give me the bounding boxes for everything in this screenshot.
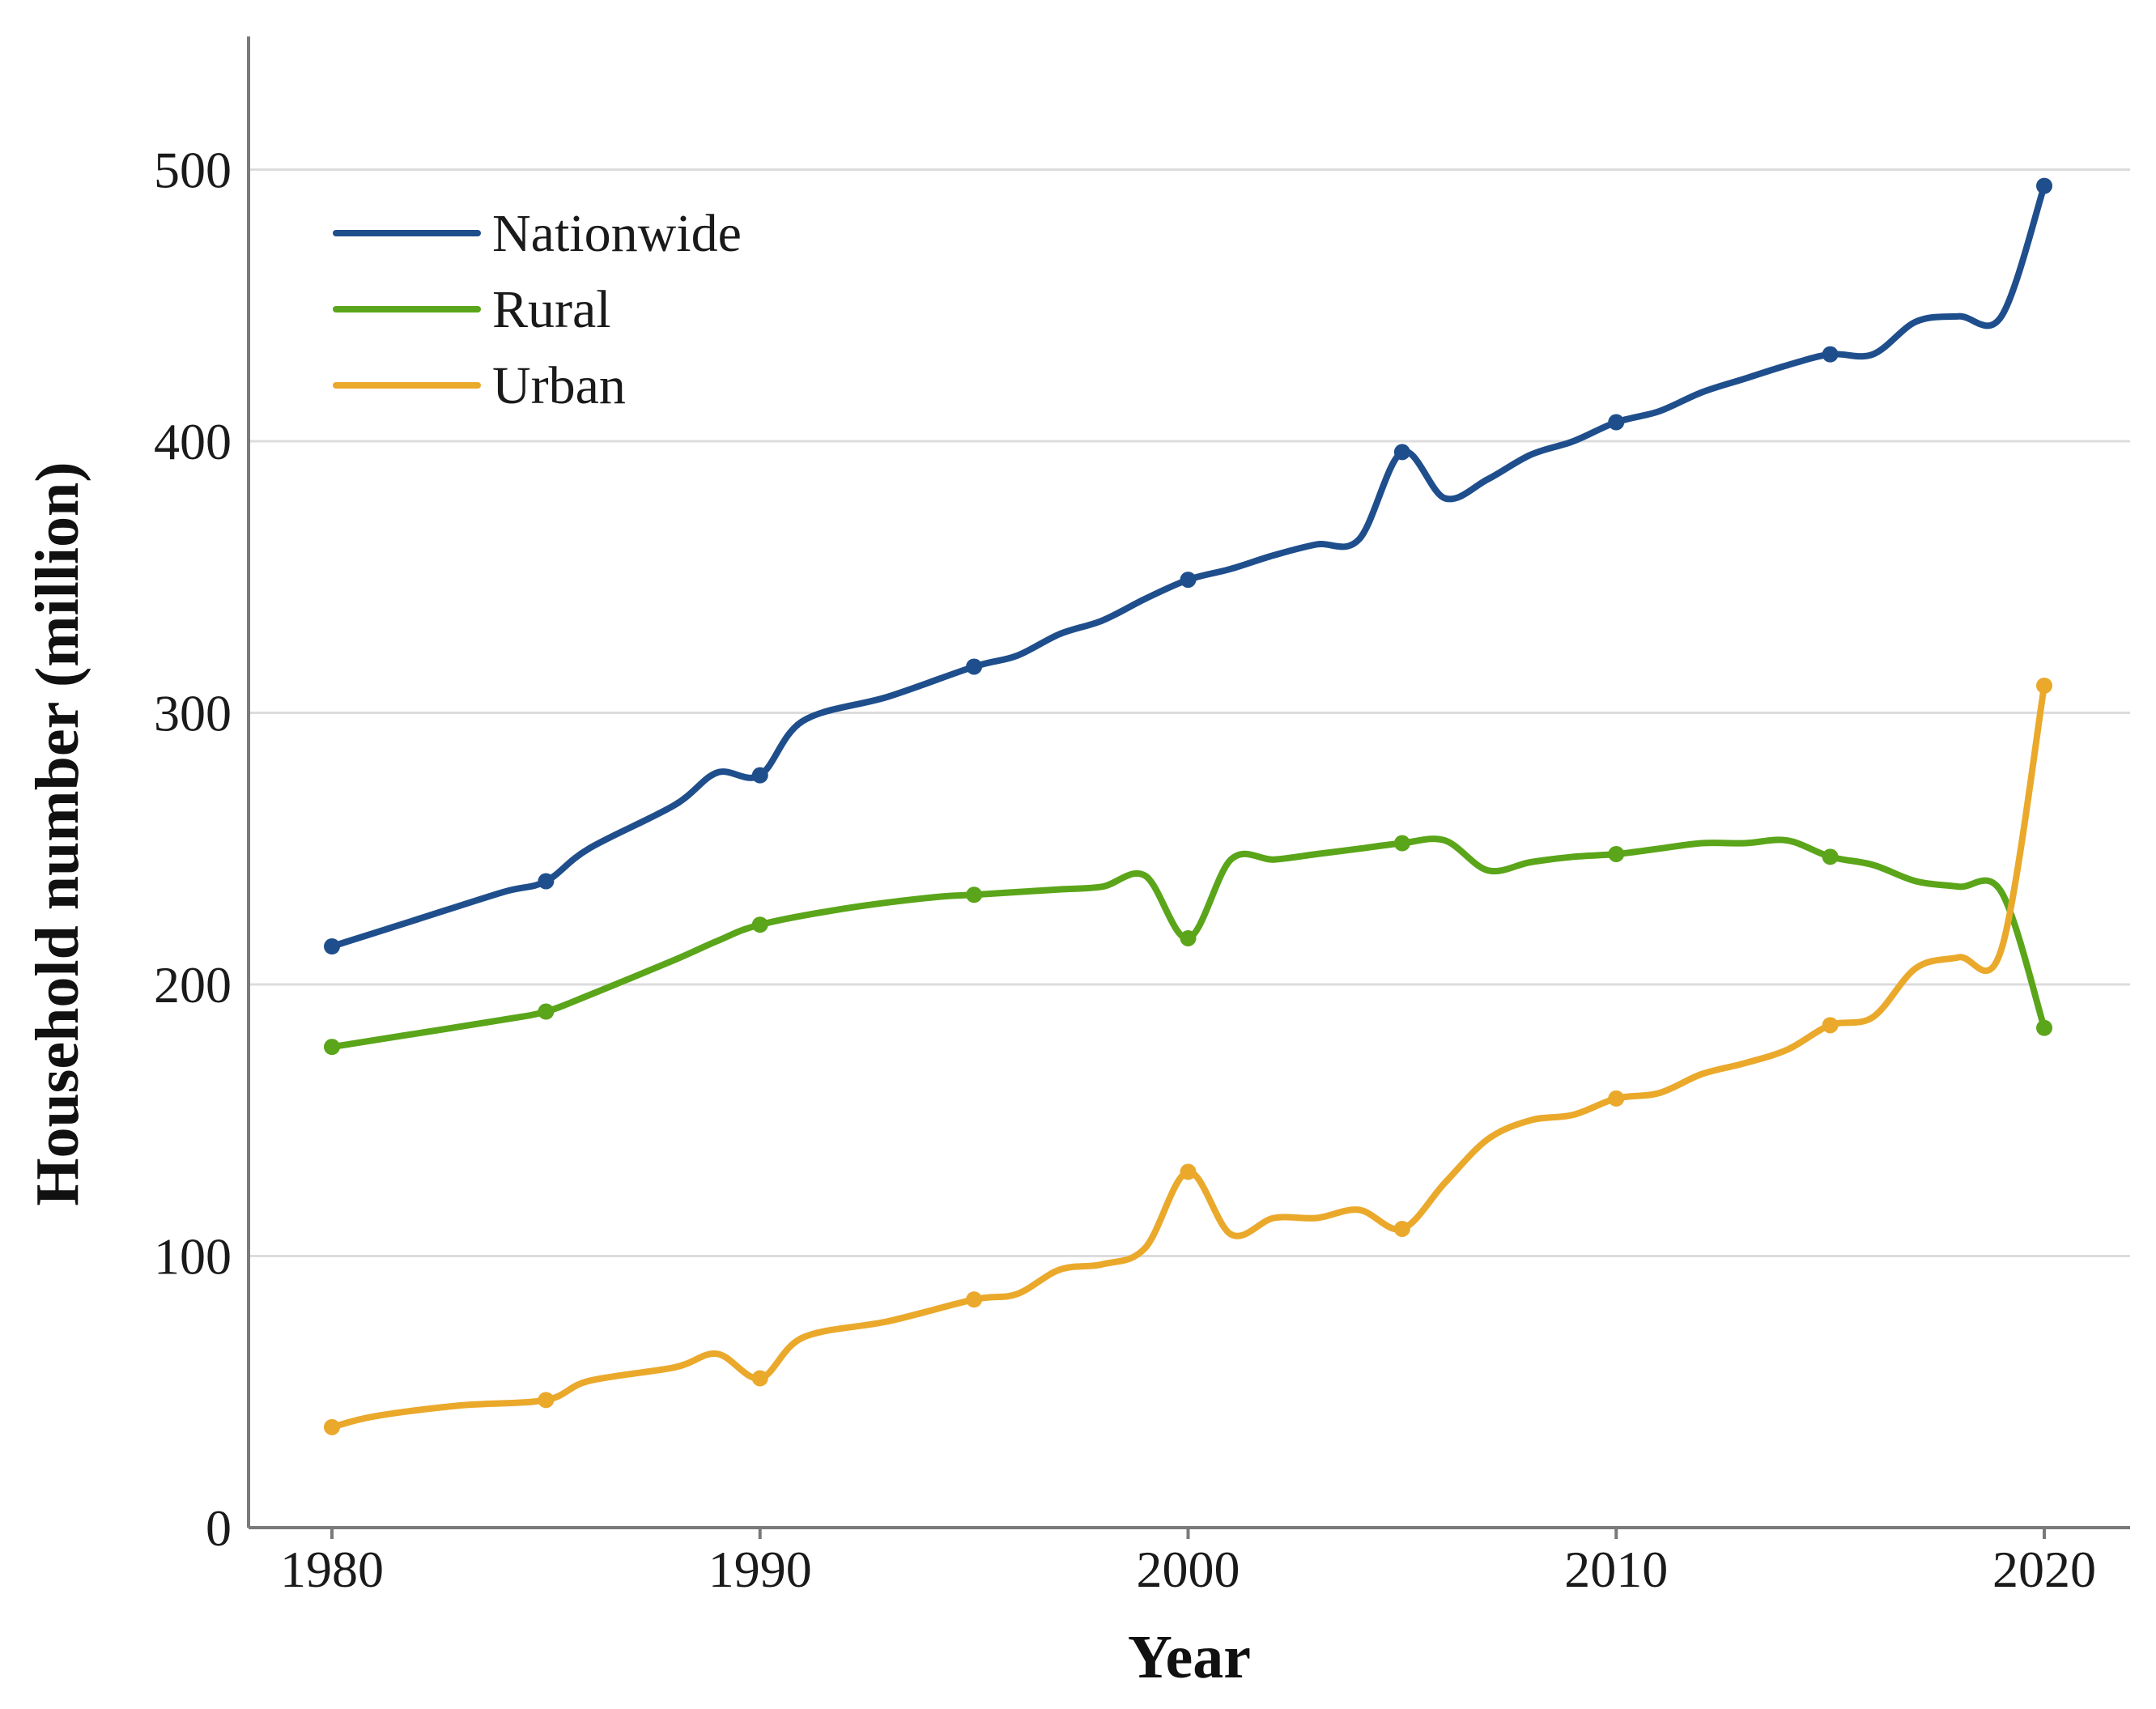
series-line-nationwide bbox=[329, 182, 2048, 950]
data-point-urban bbox=[2036, 677, 2052, 694]
y-tick-label: 200 bbox=[154, 956, 232, 1014]
data-point-rural bbox=[538, 1003, 555, 1020]
data-point-urban bbox=[538, 1392, 555, 1409]
data-point-rural bbox=[2036, 1019, 2052, 1036]
data-point-nationwide bbox=[1180, 572, 1197, 589]
data-point-rural bbox=[1822, 848, 1839, 865]
legend-label-rural: Rural bbox=[492, 280, 611, 339]
grid-lines bbox=[249, 168, 2130, 1257]
data-point-rural bbox=[1180, 929, 1197, 946]
x-tick-label: 2000 bbox=[1137, 1541, 1240, 1598]
x-ticks: 1980 1990 2000 2010 2020 bbox=[280, 1528, 2096, 1598]
y-tick-label: 500 bbox=[154, 142, 232, 199]
data-point-nationwide bbox=[1393, 444, 1410, 461]
data-point-urban bbox=[1608, 1090, 1625, 1107]
data-point-urban bbox=[1180, 1163, 1197, 1180]
data-point-urban bbox=[1822, 1017, 1839, 1034]
data-point-urban bbox=[751, 1370, 768, 1387]
data-point-rural bbox=[324, 1039, 340, 1056]
x-tick-label: 1990 bbox=[708, 1541, 812, 1598]
x-axis-title: Year bbox=[1128, 1623, 1251, 1691]
x-tick-label: 2020 bbox=[1992, 1541, 2096, 1598]
data-point-nationwide bbox=[1608, 414, 1625, 431]
data-point-urban bbox=[324, 1418, 340, 1435]
data-point-urban bbox=[966, 1291, 983, 1308]
legend-label-nationwide: Nationwide bbox=[492, 204, 742, 263]
data-point-rural bbox=[1608, 845, 1625, 862]
data-point-rural bbox=[751, 916, 768, 933]
series-line-urban bbox=[329, 682, 2048, 1431]
y-tick-label: 100 bbox=[154, 1228, 232, 1286]
y-ticks: 0 100 200 300 400 500 bbox=[154, 142, 232, 1558]
series-markers bbox=[324, 177, 2052, 1435]
data-point-urban bbox=[1393, 1220, 1410, 1237]
data-point-rural bbox=[1393, 835, 1410, 852]
legend: Nationwide Rural Urban bbox=[333, 204, 742, 415]
data-point-nationwide bbox=[324, 938, 340, 955]
legend-label-urban: Urban bbox=[492, 356, 626, 415]
data-point-rural bbox=[966, 886, 983, 903]
series-line-rural bbox=[329, 835, 2048, 1051]
y-axis-title: Household number (million) bbox=[23, 461, 91, 1205]
data-point-nationwide bbox=[966, 658, 983, 675]
y-tick-label: 300 bbox=[154, 685, 232, 742]
y-tick-label: 0 bbox=[206, 1499, 232, 1557]
data-point-nationwide bbox=[1822, 346, 1839, 363]
x-tick-label: 1980 bbox=[280, 1541, 384, 1598]
data-point-nationwide bbox=[538, 873, 555, 890]
y-tick-label: 400 bbox=[154, 413, 232, 470]
x-tick-label: 2010 bbox=[1564, 1541, 1668, 1598]
data-point-nationwide bbox=[2036, 177, 2052, 194]
data-point-nationwide bbox=[751, 767, 768, 784]
